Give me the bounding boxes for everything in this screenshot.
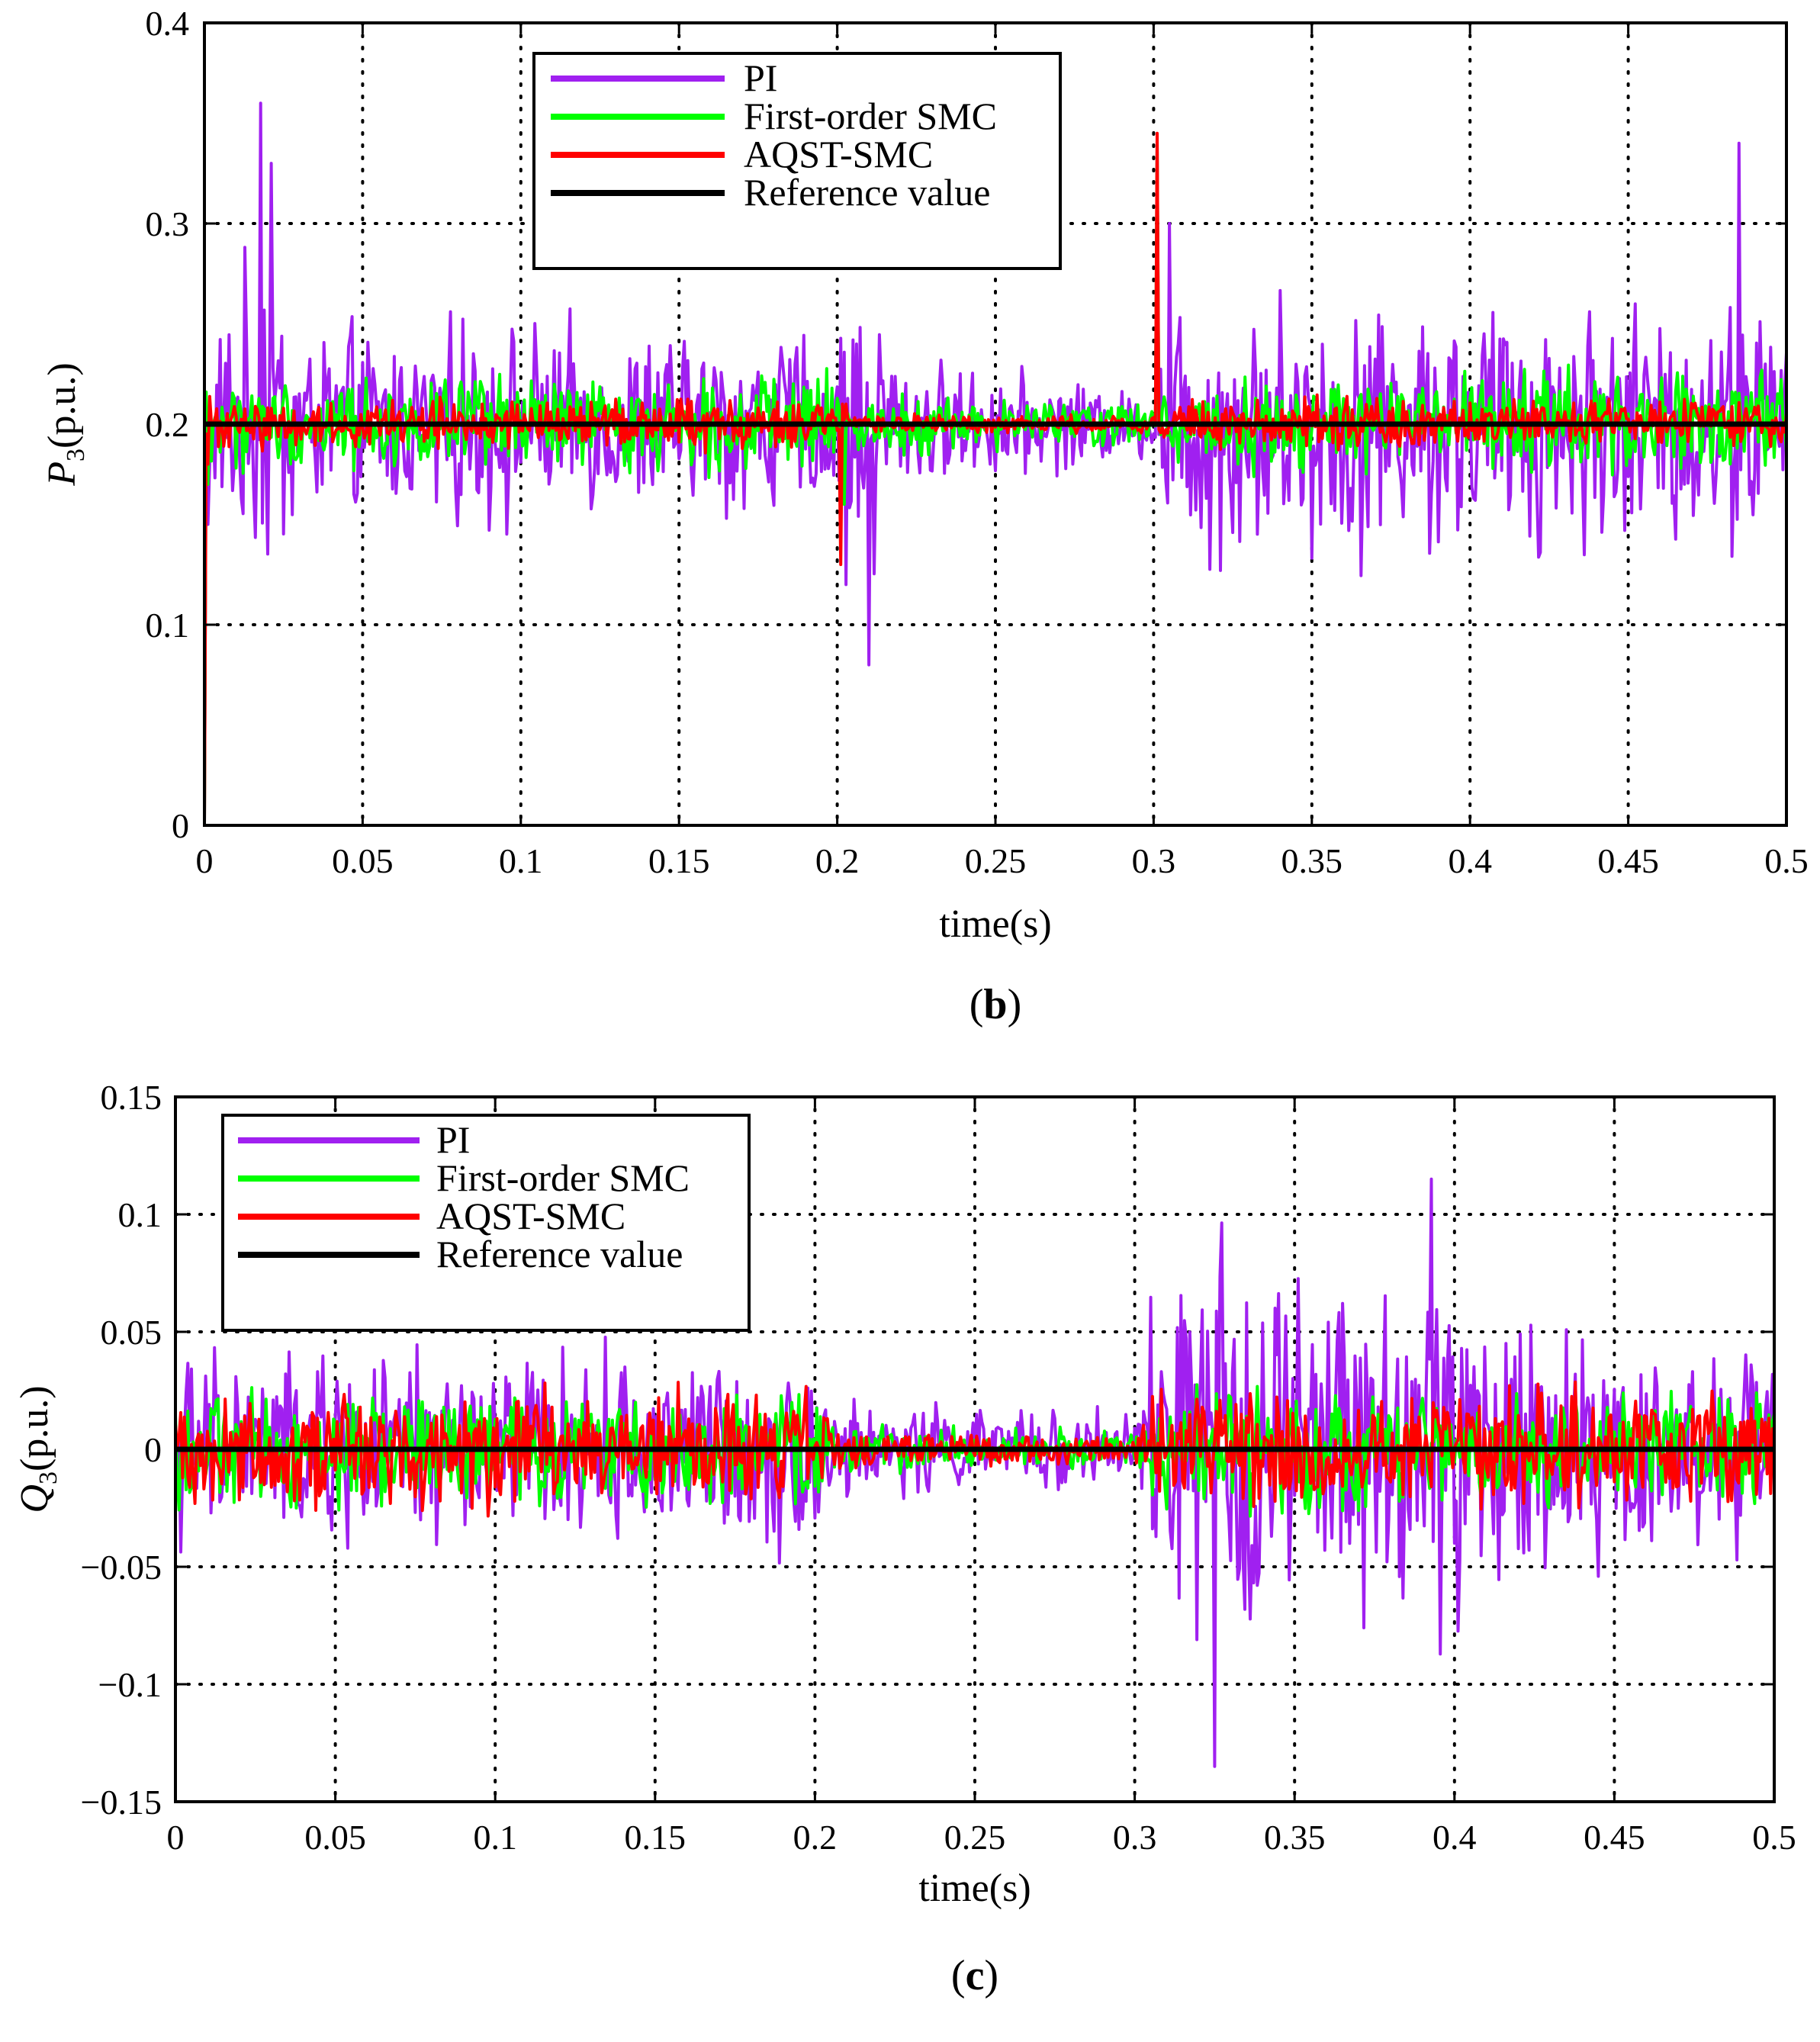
- panel-caption: (b): [969, 981, 1021, 1028]
- x-tick-label: 0.05: [304, 1818, 366, 1857]
- legend-label-pi: PI: [436, 1118, 470, 1161]
- y-axis-symbol: Q: [13, 1484, 56, 1513]
- x-tick-label: 0.2: [815, 841, 860, 880]
- x-tick-label: 0.1: [473, 1818, 517, 1857]
- legend-label-aqst-smc: AQST-SMC: [436, 1195, 625, 1237]
- plot-area: [175, 1177, 1774, 1768]
- x-tick-label: 0.25: [944, 1818, 1006, 1857]
- y-tick-label: 0.1: [118, 1195, 162, 1234]
- y-axis-subscript: 3: [34, 1471, 63, 1484]
- x-tick-label: 0.05: [332, 841, 394, 880]
- series-line-first-order-smc: [204, 141, 1786, 825]
- panel-caption: (c): [951, 1952, 998, 1999]
- y-tick-label: 0.1: [146, 606, 190, 645]
- x-tick-label: 0.4: [1433, 1818, 1477, 1857]
- series-line-aqst-smc: [175, 1380, 1774, 1518]
- chart-panel-c: 0 0.05 0.1 0.15 0.2 0.25 0.3 0.35 0.4 0.45 0.5 −0.1…: [13, 1078, 1796, 1999]
- x-tick-label: 0: [167, 1818, 185, 1857]
- legend-label-first-order-smc: First-order SMC: [436, 1156, 690, 1199]
- y-tick-label: 0.2: [146, 405, 190, 444]
- y-tick-label: −0.05: [81, 1548, 162, 1587]
- x-tick-label: 0.3: [1113, 1818, 1157, 1857]
- x-axis-title: time(s): [918, 1867, 1031, 1910]
- chart-panel-b: 0 0.05 0.1 0.15 0.2 0.25 0.3 0.35 0.4 0.45 0.5 0 0.1…: [40, 4, 1809, 1028]
- y-tick-label: 0.4: [146, 4, 190, 43]
- series-line-aqst-smc: [204, 131, 1786, 825]
- x-tick-label: 0.15: [648, 841, 710, 880]
- legend-label-aqst-smc: AQST-SMC: [744, 133, 933, 175]
- x-tick-label: 0.35: [1264, 1818, 1326, 1857]
- y-tick-label: 0.3: [146, 204, 190, 243]
- legend-box: [221, 1114, 751, 1332]
- y-tick-label: 0: [172, 806, 189, 845]
- x-tick-label: 0.1: [499, 841, 543, 880]
- legend-box: [532, 52, 1062, 270]
- legend-label-first-order-smc: First-order SMC: [744, 95, 997, 137]
- x-tick-label: 0.15: [625, 1818, 687, 1857]
- x-tick-label: 0.35: [1281, 841, 1343, 880]
- x-tick-label: 0.5: [1764, 841, 1809, 880]
- y-tick-label: 0: [144, 1430, 162, 1469]
- y-tick-label: 0.05: [101, 1313, 162, 1352]
- x-tick-label: 0.5: [1752, 1818, 1796, 1857]
- x-tick-label: 0.4: [1448, 841, 1492, 880]
- y-axis-subscript: 3: [62, 449, 90, 461]
- legend-label-reference-value: Reference value: [436, 1233, 683, 1275]
- x-tick-label: 0.2: [793, 1818, 838, 1857]
- panel-caption-letter: b: [983, 981, 1007, 1028]
- x-tick-label: 0.3: [1132, 841, 1176, 880]
- y-tick-label: −0.15: [81, 1783, 162, 1822]
- y-axis-title: Q3(p.u.): [13, 1385, 63, 1513]
- x-tick-label: 0.25: [965, 841, 1027, 880]
- y-axis-symbol: P: [40, 461, 84, 487]
- legend-label-reference-value: Reference value: [744, 171, 990, 214]
- x-axis-title: time(s): [939, 902, 1051, 946]
- y-tick-label: −0.1: [98, 1665, 162, 1704]
- legend-label-pi: PI: [744, 56, 777, 99]
- plot-area: [204, 101, 1786, 825]
- y-axis-unit: (p.u.): [40, 362, 84, 449]
- y-tick-label: 0.15: [101, 1078, 162, 1117]
- x-tick-label: 0.45: [1597, 841, 1659, 880]
- x-tick-label: 0.45: [1584, 1818, 1645, 1857]
- y-axis-title: P3(p.u.): [40, 362, 90, 486]
- x-tick-label: 0: [196, 841, 214, 880]
- y-axis-unit: (p.u.): [13, 1385, 56, 1471]
- panel-caption-letter: c: [966, 1952, 985, 1999]
